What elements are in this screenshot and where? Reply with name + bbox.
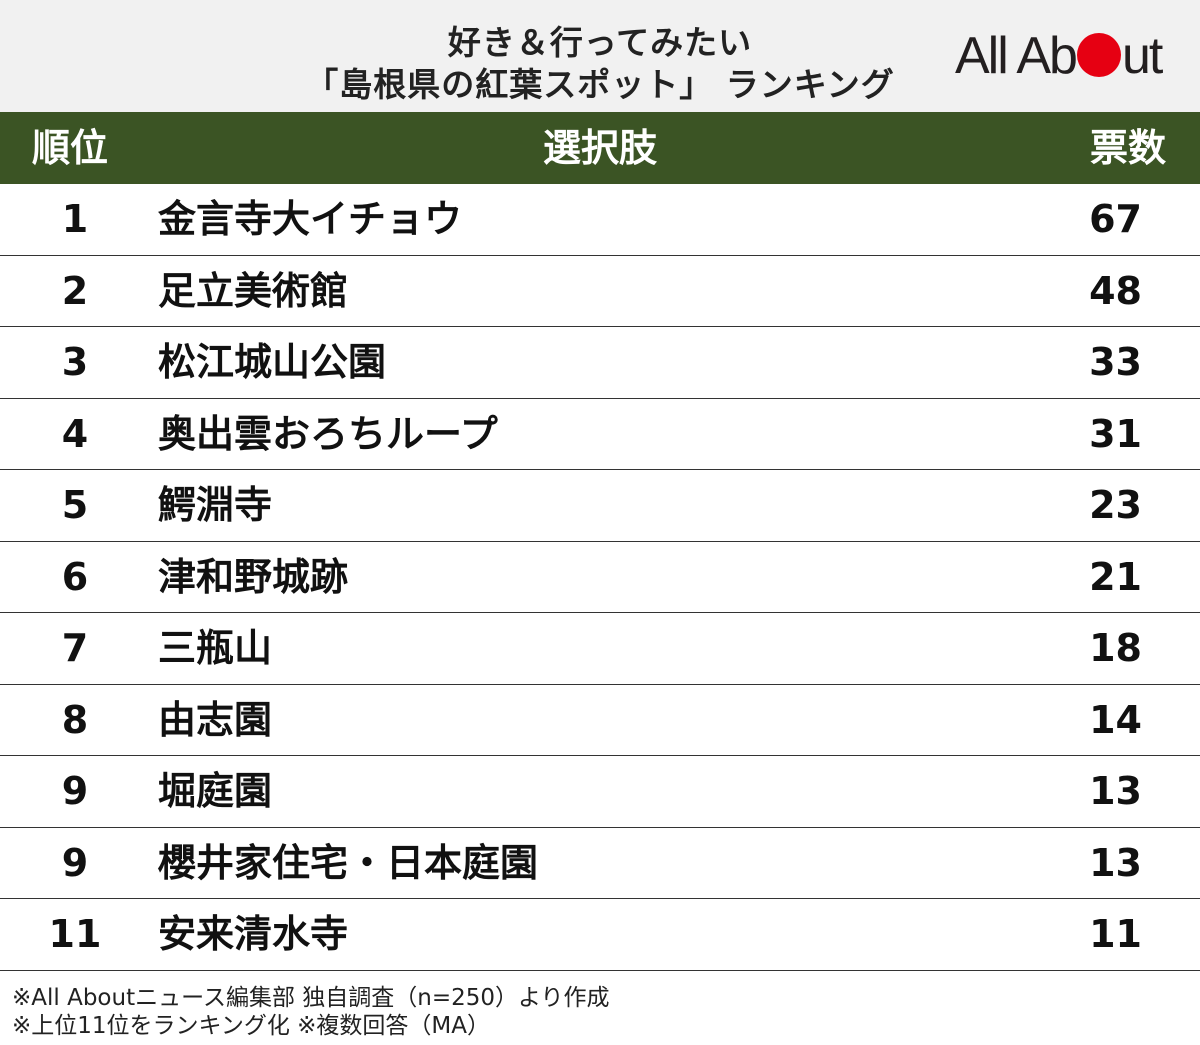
title-line-1: 好き＆行ってみたい: [447, 23, 753, 62]
row-name: 櫻井家住宅・日本庭園: [158, 840, 539, 885]
row-rank: 11: [48, 912, 102, 956]
row-votes: 18: [1089, 626, 1142, 670]
table-row: 3 松江城山公園 33: [0, 327, 1200, 399]
table-row: 7 三瓶山 18: [0, 613, 1200, 685]
row-rank: 4: [61, 411, 89, 456]
logo-red-dot-icon: [1076, 33, 1121, 77]
allabout-logo: All Ab ut: [955, 26, 1163, 86]
table-row: 5 鰐淵寺 23: [0, 470, 1200, 542]
row-name: 三瓶山: [158, 626, 273, 670]
row-votes: 48: [1089, 268, 1142, 313]
table-row: 9 櫻井家住宅・日本庭園 13: [0, 828, 1200, 899]
table-row: 8 由志園 14: [0, 685, 1200, 756]
row-name: 堀庭園: [158, 769, 273, 813]
row-votes: 23: [1089, 483, 1142, 527]
row-name: 金言寺大イチョウ: [158, 197, 463, 241]
row-rank: 5: [61, 483, 89, 527]
row-rank: 9: [61, 840, 89, 885]
row-rank: 9: [61, 769, 89, 813]
row-rank: 3: [61, 340, 89, 384]
row-rank: 2: [61, 268, 89, 313]
header-choice: 選択肢: [542, 126, 657, 170]
footnote-source: ※All Aboutニュース編集部 独自調査（n=250）より作成: [12, 985, 610, 1011]
ranking-table-body: 1 金言寺大イチョウ 67 2 足立美術館 48 3 松江城山公園 33 4 奥出雲おろちループ 31…: [0, 184, 1200, 971]
footnotes: ※All Aboutニュース編集部 独自調査（n=250）より作成 ※上位11位…: [12, 984, 610, 1040]
row-votes: 11: [1089, 912, 1142, 956]
row-name: 奥出雲おろちループ: [158, 411, 498, 456]
table-header: 選択肢 順位 票数: [0, 112, 1200, 184]
row-name: 安来清水寺: [158, 912, 349, 956]
table-row: 11 安来清水寺 11: [0, 899, 1200, 971]
row-name: 足立美術館: [158, 268, 349, 313]
title-line-2: 「島根県の紅葉スポット」 ランキング: [305, 65, 895, 104]
row-votes: 13: [1089, 840, 1142, 885]
row-rank: 8: [61, 697, 89, 742]
logo-text-after: ut: [1121, 27, 1163, 85]
row-name: 津和野城跡: [158, 554, 349, 599]
footnote-method: ※上位11位をランキング化 ※複数回答（MA）: [12, 1013, 491, 1039]
chart-title: 好き＆行ってみたい 「島根県の紅葉スポット」 ランキング: [0, 22, 1200, 106]
row-votes: 14: [1089, 697, 1142, 742]
row-name: 鰐淵寺: [158, 483, 273, 527]
row-rank: 7: [61, 626, 89, 670]
row-name: 由志園: [158, 697, 273, 742]
logo-text-before: All Ab: [955, 27, 1078, 85]
table-row: 1 金言寺大イチョウ 67: [0, 184, 1200, 256]
row-name: 松江城山公園: [158, 340, 387, 384]
table-row: 9 堀庭園 13: [0, 756, 1200, 828]
row-votes: 31: [1089, 411, 1142, 456]
row-votes: 13: [1089, 769, 1142, 813]
row-votes: 33: [1089, 340, 1142, 384]
table-row: 2 足立美術館 48: [0, 256, 1200, 327]
title-area: 好き＆行ってみたい 「島根県の紅葉スポット」 ランキング All Ab ut: [0, 0, 1200, 112]
header-rank: 順位: [32, 126, 109, 170]
row-votes: 21: [1089, 554, 1142, 599]
row-rank: 6: [61, 554, 89, 599]
row-votes: 67: [1089, 197, 1142, 241]
row-rank: 1: [61, 197, 89, 241]
table-row: 6 津和野城跡 21: [0, 542, 1200, 613]
table-row: 4 奥出雲おろちループ 31: [0, 399, 1200, 470]
header-votes: 票数: [1089, 126, 1166, 170]
